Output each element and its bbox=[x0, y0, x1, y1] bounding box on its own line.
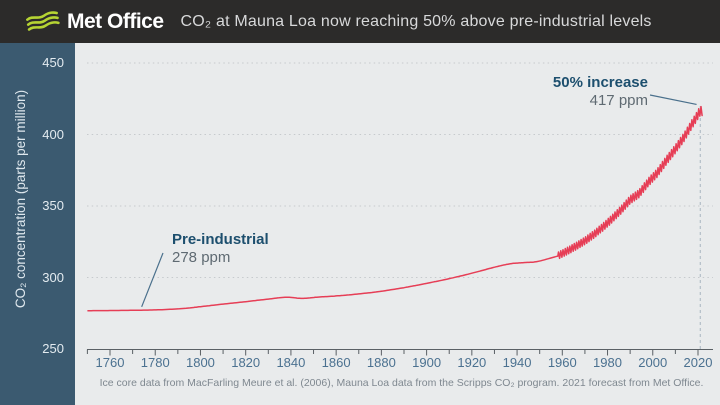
data-source-note: Ice core data from MacFarling Meure et a… bbox=[99, 377, 704, 389]
y-tick-label: 450 bbox=[42, 55, 64, 70]
annotation-pre-industrial-value: 278 ppm bbox=[172, 249, 231, 266]
met-office-waves-icon bbox=[26, 10, 60, 31]
co2-data-line bbox=[87, 105, 703, 312]
annotation-50-percent-increase-label: 50% increase bbox=[552, 74, 648, 91]
x-tick-label: 1940 bbox=[502, 355, 532, 370]
increase-leader-line bbox=[649, 94, 697, 106]
y-tick-label: 400 bbox=[42, 126, 64, 142]
annotation-50-percent-increase: 50% increase 417 ppm bbox=[553, 74, 648, 110]
met-office-logo: Met Office bbox=[25, 10, 164, 34]
y-tick-label: 250 bbox=[42, 341, 64, 356]
x-tick-label: 1900 bbox=[412, 355, 442, 370]
x-tick-label: 2020 bbox=[683, 355, 713, 370]
x-tick-label: 1840 bbox=[276, 355, 306, 370]
pre-industrial-leader-line bbox=[141, 252, 164, 308]
x-tick-label: 1820 bbox=[231, 355, 261, 370]
x-tick-label: 1860 bbox=[321, 355, 351, 370]
x-tick-label: 1780 bbox=[140, 355, 170, 370]
y-axis-band bbox=[0, 43, 75, 405]
met-office-logo-text: Met Office bbox=[67, 9, 164, 33]
annotation-50-percent-increase-value: 417 ppm bbox=[589, 92, 648, 109]
annotation-pre-industrial-label: Pre-industrial bbox=[172, 231, 269, 248]
header-bar: Met Office CO₂ at Mauna Loa now reaching… bbox=[0, 0, 720, 43]
x-tick-label: 1880 bbox=[366, 355, 396, 370]
x-tick-label: 1920 bbox=[457, 355, 487, 370]
x-tick-label: 1960 bbox=[547, 355, 577, 370]
x-tick-label: 1800 bbox=[185, 355, 215, 370]
x-tick-label: 1980 bbox=[593, 355, 622, 370]
y-axis-tick-labels: 250 300 350 400 450 bbox=[0, 0, 64, 405]
annotation-pre-industrial: Pre-industrial 278 ppm bbox=[172, 231, 269, 267]
x-tick-label: 1760 bbox=[95, 355, 125, 370]
y-tick-label: 300 bbox=[42, 269, 64, 285]
y-tick-label: 350 bbox=[42, 198, 64, 213]
page-title: CO₂ at Mauna Loa now reaching 50% above … bbox=[180, 12, 652, 30]
x-tick-label: 2000 bbox=[638, 355, 668, 370]
